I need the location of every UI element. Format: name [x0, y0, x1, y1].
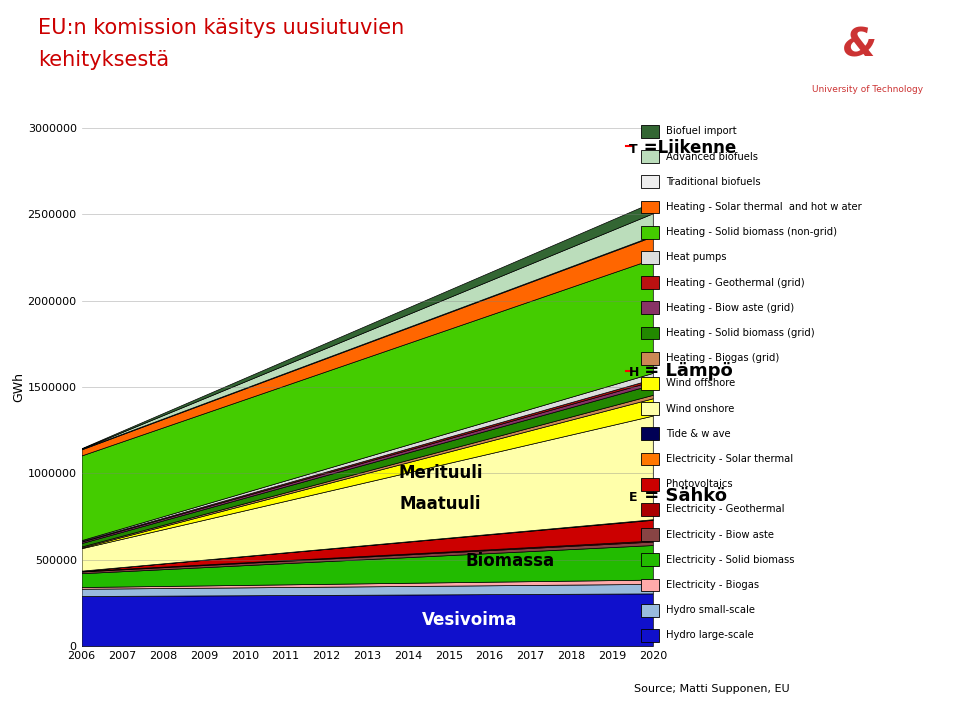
Text: Merituuli: Merituuli: [398, 464, 483, 482]
Text: Biomassa: Biomassa: [466, 552, 555, 570]
Text: Heating - Solid biomass (non-grid): Heating - Solid biomass (non-grid): [666, 227, 837, 237]
Text: T: T: [629, 143, 637, 155]
Text: Photovoltaics: Photovoltaics: [666, 479, 732, 489]
Text: Heating - Biogas (grid): Heating - Biogas (grid): [666, 353, 780, 364]
Text: Electricity - Solar thermal: Electricity - Solar thermal: [666, 454, 793, 464]
Text: University of Technology: University of Technology: [812, 85, 924, 94]
Text: Hydro small-scale: Hydro small-scale: [666, 605, 756, 616]
Text: Electricity - Geothermal: Electricity - Geothermal: [666, 504, 784, 515]
Text: Open your mind. LUT.: Open your mind. LUT.: [650, 45, 801, 58]
Text: Lappeenranta: Lappeenranta: [692, 85, 758, 94]
Y-axis label: GWh: GWh: [12, 372, 25, 402]
Text: = Sähkö: = Sähkö: [638, 486, 728, 505]
Text: Wind offshore: Wind offshore: [666, 378, 735, 388]
Text: Heating - Solid biomass (grid): Heating - Solid biomass (grid): [666, 328, 815, 338]
Text: kehityksestä: kehityksestä: [38, 50, 170, 70]
Text: Electricity - Biogas: Electricity - Biogas: [666, 580, 759, 590]
Text: Electricity - Biow aste: Electricity - Biow aste: [666, 530, 774, 540]
Text: H: H: [629, 366, 639, 379]
Text: EU:n komission käsitys uusiutuvien: EU:n komission käsitys uusiutuvien: [38, 18, 405, 38]
Text: Tide & w ave: Tide & w ave: [666, 429, 731, 439]
Text: =Liikenne: =Liikenne: [638, 138, 736, 157]
Text: = Lämpö: = Lämpö: [638, 362, 733, 381]
Text: Advanced biofuels: Advanced biofuels: [666, 151, 758, 162]
Text: Heating - Biow aste (grid): Heating - Biow aste (grid): [666, 302, 794, 313]
Text: &: &: [844, 26, 877, 65]
Text: Electricity - Solid biomass: Electricity - Solid biomass: [666, 555, 795, 565]
Text: Traditional biofuels: Traditional biofuels: [666, 177, 761, 187]
Text: Maatuuli: Maatuuli: [400, 496, 481, 513]
Text: Hydro large-scale: Hydro large-scale: [666, 630, 754, 640]
Text: Wind onshore: Wind onshore: [666, 403, 734, 414]
Text: Heat pumps: Heat pumps: [666, 252, 727, 263]
Text: Heating - Solar thermal  and hot w ater: Heating - Solar thermal and hot w ater: [666, 202, 862, 212]
Text: E: E: [629, 491, 637, 503]
Text: Vesivoima: Vesivoima: [421, 611, 516, 629]
Text: Heating - Geothermal (grid): Heating - Geothermal (grid): [666, 278, 804, 288]
Text: Biofuel import: Biofuel import: [666, 126, 737, 136]
Text: Source; Matti Supponen, EU: Source; Matti Supponen, EU: [634, 684, 789, 694]
